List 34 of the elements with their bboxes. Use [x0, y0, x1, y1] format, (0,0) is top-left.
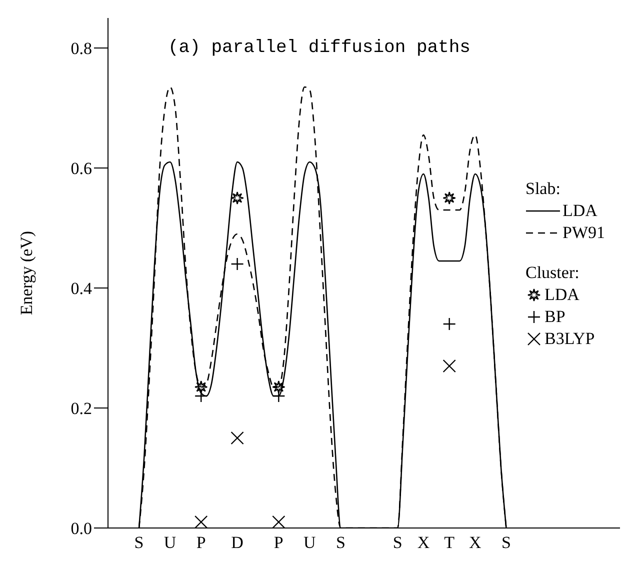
point: [230, 431, 244, 445]
legend-label: BP: [544, 306, 566, 328]
y-tick-label: 0.8: [70, 39, 92, 58]
point: [272, 380, 286, 394]
y-tick-label: 0.6: [70, 159, 92, 178]
x-tick-label: U: [304, 533, 316, 552]
x-tick-label: X: [417, 533, 430, 552]
x-tick-label: T: [444, 533, 456, 552]
point: [230, 191, 244, 205]
x-tick-label: S: [501, 533, 511, 552]
legend-label: LDA: [562, 200, 598, 222]
legend-label: B3LYP: [544, 328, 595, 350]
annotation: Slab:: [526, 178, 562, 200]
x-tick-label: D: [231, 533, 244, 552]
x-tick-label: U: [164, 533, 176, 552]
point: [272, 515, 286, 528]
annotation: Cluster:: [526, 262, 580, 284]
y-tick-label: 0.0: [70, 519, 92, 538]
point: [194, 515, 208, 528]
y-axis-title: Energy (eV): [17, 230, 36, 316]
text: (a) parallel diffusion paths: [168, 38, 470, 58]
y-tick-label: 0.4: [70, 279, 92, 298]
x-tick-label: S: [392, 533, 402, 552]
point: [442, 191, 456, 205]
legend-label: LDA: [544, 284, 580, 306]
point: [194, 380, 208, 394]
point: [442, 359, 456, 373]
x-tick-label: P: [274, 533, 284, 552]
x-tick-label: X: [469, 533, 482, 552]
x-tick-label: P: [196, 533, 206, 552]
legend-label: PW91: [562, 222, 605, 244]
x-tick-label: S: [134, 533, 144, 552]
y-tick-label: 0.2: [70, 399, 92, 418]
x-tick-label: S: [336, 533, 346, 552]
